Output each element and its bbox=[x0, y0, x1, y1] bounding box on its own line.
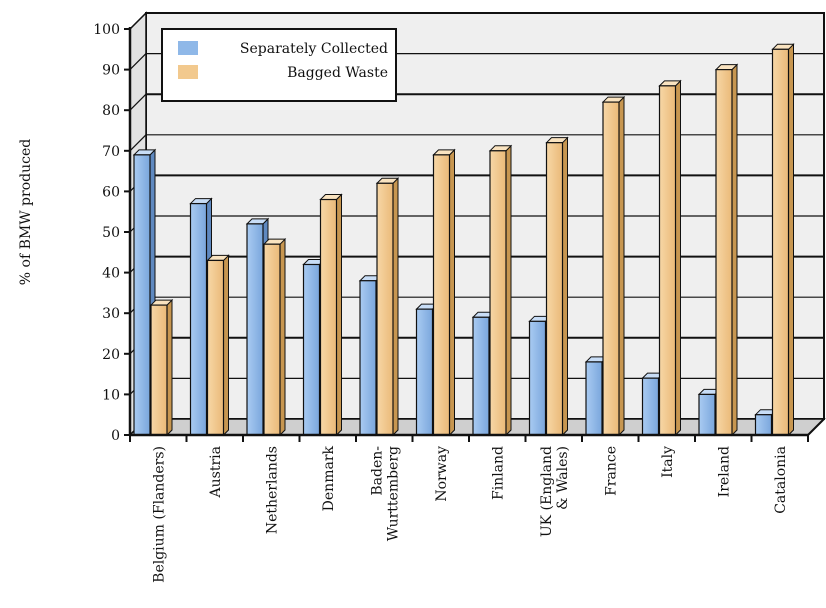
bar-separately-collected bbox=[189, 202, 208, 436]
legend-box bbox=[161, 28, 397, 102]
bar-bagged-waste bbox=[545, 142, 564, 436]
bar-bagged-waste bbox=[715, 68, 733, 436]
x-category-labels: Belgium (Flanders) Austria Netherlands Denm… bbox=[129, 435, 809, 583]
bar-bagged-waste-side bbox=[618, 95, 625, 437]
y-tick-label: 20 bbox=[102, 347, 120, 363]
y-tick-label: 60 bbox=[102, 184, 120, 200]
gridline-side bbox=[129, 12, 147, 30]
bar-bagged-waste bbox=[206, 259, 225, 436]
y-tick-label: 70 bbox=[102, 144, 120, 160]
bar-bagged-waste-side bbox=[223, 254, 229, 437]
x-category-label: Austria bbox=[208, 446, 224, 498]
bar-separately-collected bbox=[246, 223, 264, 436]
bar-bagged-waste-side bbox=[731, 63, 738, 437]
y-tick-label: 40 bbox=[102, 266, 120, 282]
bar-bagged-waste bbox=[376, 182, 394, 436]
legend-swatch bbox=[178, 65, 198, 79]
gridline-side bbox=[129, 134, 147, 152]
bar-bagged-waste bbox=[602, 101, 620, 436]
bar-separately-collected bbox=[302, 263, 321, 436]
x-category-label: Finland bbox=[490, 446, 506, 500]
bar-bagged-waste-side bbox=[166, 298, 173, 437]
y-tick-label: 80 bbox=[102, 103, 120, 119]
x-category-label: UK (England& Wales) bbox=[539, 446, 571, 537]
bar-separately-collected bbox=[698, 393, 716, 436]
y-tick-label: 10 bbox=[102, 387, 120, 403]
y-tick-label: 100 bbox=[93, 22, 120, 38]
x-category-label: Ireland bbox=[716, 446, 732, 497]
x-category-label: France bbox=[603, 446, 619, 496]
bar-bagged-waste-side bbox=[449, 148, 455, 437]
y-tick-label: 90 bbox=[102, 63, 120, 79]
x-category-label: Netherlands bbox=[264, 446, 280, 534]
x-axis-depth-line bbox=[807, 418, 825, 436]
bar-bagged-waste bbox=[150, 304, 168, 436]
x-category-label: Catalonia bbox=[773, 446, 789, 514]
legend-label: Separately Collected bbox=[240, 41, 388, 57]
bar-bagged-waste bbox=[771, 48, 790, 436]
y-axis-label: % of BMW produced bbox=[18, 139, 34, 285]
bars bbox=[132, 43, 795, 437]
bar-bagged-waste-side bbox=[392, 177, 399, 437]
y-tick-label: 30 bbox=[102, 306, 120, 322]
bar-bagged-waste-side bbox=[279, 237, 286, 437]
x-category-label: Baden-Wurttemberg bbox=[369, 446, 401, 542]
y-tick-label: 50 bbox=[102, 225, 120, 241]
bar-bagged-waste bbox=[263, 243, 281, 436]
legend-label: Bagged Waste bbox=[287, 65, 388, 81]
bar-bagged-waste bbox=[319, 198, 338, 436]
legend: Separately Collected Bagged Waste bbox=[161, 28, 397, 102]
bar-bagged-waste-side bbox=[505, 144, 512, 437]
bar-separately-collected bbox=[359, 280, 377, 436]
bar-separately-collected bbox=[133, 154, 151, 436]
x-category-label: Norway bbox=[434, 446, 450, 502]
bar-separately-collected bbox=[585, 361, 603, 436]
x-category-label: Italy bbox=[660, 446, 676, 478]
y-tick-label: 0 bbox=[111, 428, 120, 444]
bar-bagged-waste-side bbox=[562, 136, 568, 437]
bar-bagged-waste-side bbox=[788, 43, 794, 437]
x-category-label: Denmark bbox=[321, 445, 337, 511]
gridline-side bbox=[129, 53, 147, 71]
bar-separately-collected bbox=[641, 377, 660, 436]
x-category-label: Belgium (Flanders) bbox=[151, 446, 167, 583]
bar-separately-collected bbox=[472, 316, 490, 436]
bar-bagged-waste bbox=[489, 150, 507, 436]
bar-bagged-waste bbox=[432, 154, 451, 436]
bar-bagged-waste-side bbox=[336, 193, 342, 437]
bar-separately-collected bbox=[415, 308, 434, 436]
legend-swatch bbox=[178, 41, 198, 55]
bar-bagged-waste bbox=[658, 85, 677, 436]
bar-separately-collected bbox=[528, 320, 547, 436]
y-tick-labels: 0 10 20 30 40 50 60 70 80 90 100 bbox=[93, 22, 130, 444]
bar-bagged-waste-side bbox=[675, 79, 681, 437]
bar-separately-collected bbox=[754, 414, 773, 436]
gridline-side bbox=[129, 93, 147, 111]
